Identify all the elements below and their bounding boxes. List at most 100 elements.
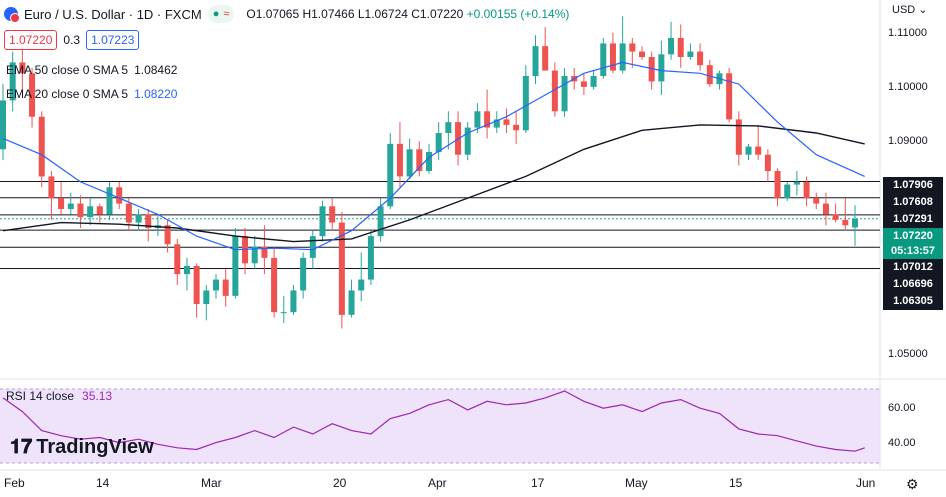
candle[interactable] [832, 203, 839, 223]
candle[interactable] [822, 192, 829, 226]
ema20-legend[interactable]: EMA 20 close 0 SMA 5 1.08220 [6, 87, 177, 101]
candle[interactable] [222, 268, 229, 307]
candle[interactable] [116, 181, 123, 209]
candle[interactable] [784, 181, 791, 201]
candle[interactable] [532, 35, 539, 85]
candle[interactable] [174, 238, 181, 285]
tradingview-logo[interactable]: 𝟏𝟕 TradingView [10, 436, 154, 459]
candle[interactable] [687, 43, 694, 60]
candle[interactable] [38, 111, 45, 188]
candle[interactable] [19, 48, 26, 90]
sell-button[interactable]: 1.07220 [4, 30, 58, 50]
candle[interactable] [464, 122, 471, 161]
candle[interactable] [271, 247, 278, 318]
rsi-legend[interactable]: RSI 14 close 35.13 [6, 389, 112, 403]
candle[interactable] [87, 198, 94, 226]
candle[interactable] [842, 198, 849, 231]
candle[interactable] [135, 209, 142, 231]
candle[interactable] [58, 181, 65, 215]
candle[interactable] [793, 171, 800, 196]
candle[interactable] [367, 230, 374, 285]
candle[interactable] [609, 32, 616, 74]
candle[interactable] [387, 133, 394, 209]
candle[interactable] [803, 176, 810, 207]
candle[interactable] [251, 236, 258, 269]
candle[interactable] [561, 67, 568, 117]
candle[interactable] [629, 38, 636, 68]
candle[interactable] [677, 24, 684, 68]
candle[interactable] [29, 67, 36, 128]
candle[interactable] [358, 252, 365, 302]
candle[interactable] [377, 198, 384, 242]
candle[interactable] [232, 228, 239, 299]
candle[interactable] [300, 252, 307, 299]
candle-body [0, 100, 7, 150]
settings-gear-icon[interactable]: ⚙ [906, 476, 919, 492]
candle[interactable] [96, 203, 103, 223]
candle[interactable] [164, 219, 171, 253]
candle[interactable] [513, 111, 520, 144]
candle[interactable] [668, 21, 675, 60]
candle-body [87, 206, 94, 218]
candle[interactable] [745, 143, 752, 161]
candle[interactable] [280, 295, 287, 323]
candle[interactable] [435, 122, 442, 161]
buy-button[interactable]: 1.07223 [86, 30, 140, 50]
candle[interactable] [658, 40, 665, 95]
candle[interactable] [542, 27, 549, 71]
candle[interactable] [48, 171, 55, 220]
ema50-legend[interactable]: EMA 50 close 0 SMA 5 1.08462 [6, 63, 177, 77]
candle[interactable] [697, 43, 704, 71]
candle[interactable] [522, 65, 529, 133]
candle[interactable] [348, 279, 355, 318]
candle[interactable] [145, 209, 152, 242]
candle[interactable] [67, 192, 74, 215]
candle[interactable] [261, 225, 268, 275]
candle[interactable] [851, 205, 859, 246]
candle[interactable] [0, 84, 7, 161]
candle[interactable] [648, 51, 655, 90]
candle[interactable] [154, 214, 161, 237]
candle[interactable] [813, 192, 820, 209]
candle[interactable] [338, 211, 345, 329]
candle[interactable] [290, 285, 297, 315]
candle[interactable] [590, 70, 597, 90]
candle[interactable] [638, 46, 646, 60]
candle[interactable] [774, 168, 781, 207]
candle[interactable] [183, 257, 190, 291]
candle[interactable] [716, 70, 723, 90]
candle[interactable] [619, 16, 626, 74]
trade-panel: 1.07220 0.3 1.07223 [4, 30, 140, 50]
candle[interactable] [242, 228, 249, 275]
candle[interactable] [580, 73, 587, 95]
candle[interactable] [193, 263, 200, 318]
candle[interactable] [319, 200, 326, 242]
candle[interactable] [106, 181, 113, 220]
candle[interactable] [425, 143, 433, 174]
candle[interactable] [416, 141, 423, 177]
candle-body [145, 214, 152, 228]
candle[interactable] [484, 89, 491, 139]
candle[interactable] [396, 122, 403, 188]
candle-body [125, 203, 132, 223]
candle[interactable] [764, 149, 771, 182]
candle[interactable] [503, 108, 510, 133]
candle[interactable] [600, 38, 607, 79]
candle[interactable] [706, 59, 713, 87]
candle[interactable] [493, 111, 500, 133]
candle[interactable] [474, 103, 481, 133]
candle[interactable] [203, 285, 210, 321]
candle[interactable] [9, 51, 16, 112]
symbol-title[interactable]: Euro / U.S. Dollar · 1D · FXCM [24, 6, 202, 22]
candle[interactable] [406, 138, 413, 180]
candle[interactable] [735, 111, 742, 166]
candle[interactable] [445, 111, 452, 150]
candle[interactable] [329, 198, 336, 231]
market-status-pill[interactable]: ● ≈ [207, 5, 235, 23]
candle[interactable] [726, 67, 733, 123]
candle[interactable] [212, 274, 220, 299]
currency-selector[interactable]: USD ⌄ [892, 3, 928, 16]
candle[interactable] [755, 124, 762, 161]
candle-body [668, 38, 675, 55]
